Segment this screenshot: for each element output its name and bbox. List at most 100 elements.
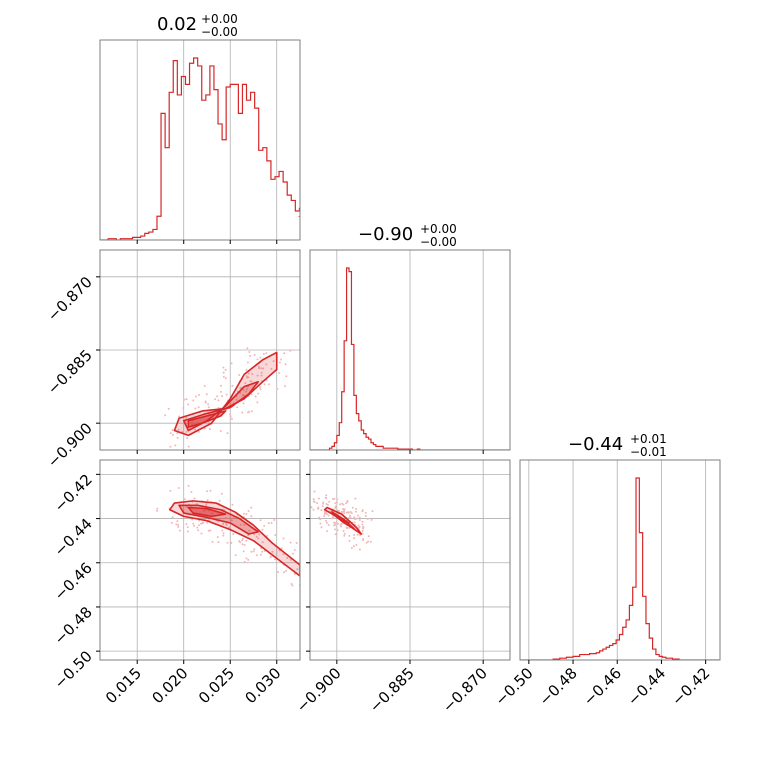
scatter-point [356,533,359,536]
x-tick-label: 0.030 [241,664,284,707]
scatter-point [349,516,352,519]
scatter-point [325,496,328,499]
scatter-point [171,433,174,436]
scatter-point [244,382,247,385]
scatter-point [263,383,266,386]
axes-frame [99,459,301,661]
scatter-point [358,516,361,519]
scatter-point [325,530,328,533]
scatter-point [171,429,174,432]
title-value: 0.02 [157,14,197,35]
scatter-point [320,526,323,529]
scatter-point [242,550,245,553]
title-lower: −0.01 [630,445,667,459]
grid-x [528,460,707,660]
title-upper: +0.01 [630,432,667,446]
title-param-2: −0.44 +0.01 −0.01 [568,432,667,459]
scatter-point [261,541,264,544]
scatter-point [284,363,287,366]
scatter-point [224,377,227,380]
scatter-points [155,484,300,587]
scatter-point [176,432,179,435]
scatter-point [193,497,196,500]
scatter-point [261,550,264,553]
scatter-point [177,523,180,526]
scatter-point [204,401,207,404]
scatter-point [249,380,252,383]
contour-level-2 [187,506,227,518]
grid-y [100,276,300,424]
scatter-point [185,505,188,508]
scatter-point [258,533,261,536]
scatter-point [358,526,361,529]
scatter-point [312,498,315,501]
y-tick-label: −0.900 [44,419,96,471]
scatter-point [270,521,273,524]
scatter-point [259,553,262,556]
joint-panel-2-0: 0.015 0.020 0.025 0.030 −0.50−0.48−0.46−0.44… [51,459,301,707]
scatter-point [342,508,345,511]
scatter-point [352,545,355,548]
scatter-point [216,535,219,538]
scatter-point [285,375,288,378]
scatter-point [226,432,229,435]
scatter-point [177,525,180,528]
scatter-point [354,510,357,513]
scatter-point [211,512,214,515]
scatter-point [280,358,283,361]
scatter-point [325,521,328,524]
scatter-point [207,406,210,409]
scatter-point [322,501,325,504]
x-tick-label: −0.46 [580,664,625,709]
scatter-point [345,526,348,529]
scatter-point [317,506,320,509]
scatter-point [262,352,265,355]
scatter-point [182,407,185,410]
scatter-point [338,509,341,512]
scatter-point [272,360,275,363]
scatter-point [197,524,200,527]
scatter-point [336,529,339,532]
scatter-point [229,413,232,416]
scatter-point [246,388,249,391]
scatter-point [340,525,343,528]
scatter-point [333,521,336,524]
y-tick-label: −0.42 [51,470,96,515]
grid-x [136,460,278,660]
scatter-point [320,509,323,512]
scatter-point [358,518,361,521]
scatter-point [355,543,358,546]
scatter-point [274,558,277,561]
scatter-point [230,519,233,522]
scatter-point [283,352,286,355]
scatter-point [208,428,211,431]
scatter-point [220,492,223,495]
scatter-point [282,537,285,540]
scatter-point [202,509,205,512]
scatter-point [183,498,186,501]
scatter-point [353,537,356,540]
scatter-point [200,532,203,535]
scatter-point [245,539,248,542]
scatter-point [343,512,346,515]
x-tick-label: −0.44 [624,664,669,709]
scatter-point [222,371,225,374]
scatter-point [194,428,197,431]
scatter-point [296,568,299,571]
scatter-point [325,513,328,516]
scatter-point [291,584,294,587]
scatter-point [241,537,244,540]
scatter-point [247,558,250,561]
histogram-step [310,267,510,450]
scatter-point [259,388,262,391]
scatter-point [178,415,181,418]
scatter-point [284,569,287,572]
scatter-point [336,522,339,525]
scatter-point [192,522,195,525]
scatter-point [265,363,268,366]
scatter-point [156,507,159,510]
histogram-panel-0 [99,39,301,244]
grid-x [136,40,278,240]
histogram-panel-2: −0.50−0.48−0.46−0.44−0.42 [491,459,721,709]
scatter-point [243,560,246,563]
